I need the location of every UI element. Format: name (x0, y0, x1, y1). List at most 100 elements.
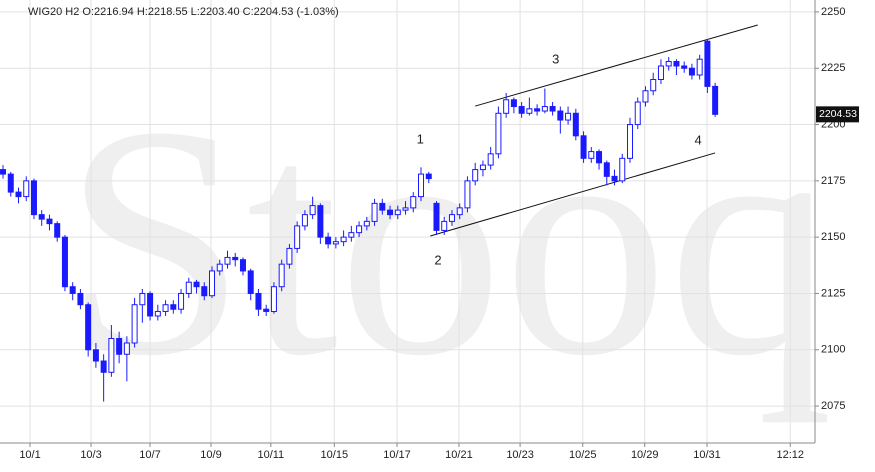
candle-body (38, 214, 45, 220)
candle-body (209, 270, 216, 297)
candle-body (418, 173, 425, 198)
candle-body (681, 65, 688, 69)
x-tick-label: 10/23 (506, 449, 534, 461)
y-tick-label: 2075 (821, 400, 845, 412)
candle-body (479, 164, 486, 171)
x-tick-label: 10/15 (321, 449, 349, 461)
candle-body (77, 292, 84, 306)
candle-body (665, 60, 672, 67)
x-tick-label: 10/29 (631, 449, 659, 461)
candle-body (85, 304, 92, 351)
candle-body (603, 162, 610, 177)
candle-body (123, 342, 130, 355)
candle-body (154, 310, 161, 317)
x-tick-label: 10/9 (200, 449, 221, 461)
candle-body (286, 247, 293, 265)
candle-body (704, 40, 711, 87)
candle-body (433, 202, 440, 231)
y-tick-label: 2125 (821, 287, 845, 299)
trend-line (475, 24, 758, 107)
x-tick-label: 10/31 (693, 449, 721, 461)
candle-body (216, 263, 223, 272)
candle-body (557, 110, 564, 121)
candle-body (100, 360, 107, 373)
candle-body (356, 225, 363, 234)
candle-body (317, 205, 324, 238)
candle-body (619, 157, 626, 182)
candle-body (565, 112, 572, 121)
y-tick-label: 2225 (821, 62, 845, 74)
candle-body (108, 337, 115, 373)
candle-body (178, 292, 185, 310)
candle-body (487, 153, 494, 166)
candle-body (441, 220, 448, 231)
candle-body (495, 112, 502, 155)
candle-body (0, 169, 7, 175)
x-tick-label: 10/17 (383, 449, 411, 461)
candle-body (239, 259, 246, 272)
watermark: Stooq (63, 59, 833, 424)
trend-line (430, 152, 716, 237)
x-tick-label: 12:12 (776, 449, 804, 461)
annotation: 4 (695, 132, 702, 147)
candle-body (425, 173, 432, 180)
candle-body (193, 281, 200, 288)
x-tick-label: 10/7 (139, 449, 160, 461)
candle-body (340, 236, 347, 243)
annotation: 2 (434, 252, 441, 267)
candle-body (255, 292, 262, 310)
candle-body (162, 304, 169, 312)
y-tick-label: 2150 (821, 231, 845, 243)
candle-body (379, 202, 386, 211)
candle-body (410, 196, 417, 209)
y-tick-label: 2250 (821, 6, 845, 18)
candle-body (247, 270, 254, 294)
candle-body (185, 281, 192, 294)
last-price-label: 2204.53 (819, 108, 857, 120)
x-tick-label: 10/1 (19, 449, 40, 461)
candle-body (363, 220, 370, 227)
candle-body (596, 151, 603, 164)
candle-body (309, 205, 316, 216)
candle-body (7, 173, 14, 193)
candle-body (294, 225, 301, 249)
candle-body (503, 99, 510, 114)
candle-body (224, 256, 231, 265)
candle-body (696, 58, 703, 76)
candle-body (673, 60, 680, 67)
x-tick-label: 10/21 (445, 449, 473, 461)
annotation: 3 (552, 51, 559, 66)
x-tick-label: 10/11 (257, 449, 284, 461)
candle-body (371, 202, 378, 222)
candle-body (139, 292, 146, 306)
x-tick-label: 10/3 (80, 449, 101, 461)
candle-body (611, 175, 618, 182)
candle-body (54, 223, 61, 238)
candle-body (572, 112, 579, 137)
candle-body (131, 304, 138, 344)
y-tick-label: 2175 (821, 175, 845, 187)
candle-body (472, 169, 479, 182)
candle-body (92, 349, 99, 362)
candle-body (402, 207, 409, 211)
candle-body (387, 209, 394, 216)
candle-body (301, 214, 308, 227)
candle-body (627, 124, 634, 159)
candle-body (712, 85, 719, 115)
candle-body (170, 304, 177, 310)
candle-body (534, 108, 541, 112)
candle-body (541, 106, 548, 112)
candle-body (325, 236, 332, 245)
candle-body (270, 286, 277, 312)
annotation: 1 (417, 132, 424, 147)
candle-body (510, 99, 517, 108)
candle-body (448, 214, 455, 222)
candle-body (634, 101, 641, 126)
candle-body (147, 292, 154, 317)
candle-body (657, 65, 664, 81)
candle-body (332, 241, 339, 245)
candle-body (549, 106, 556, 112)
candle-body (588, 151, 595, 159)
